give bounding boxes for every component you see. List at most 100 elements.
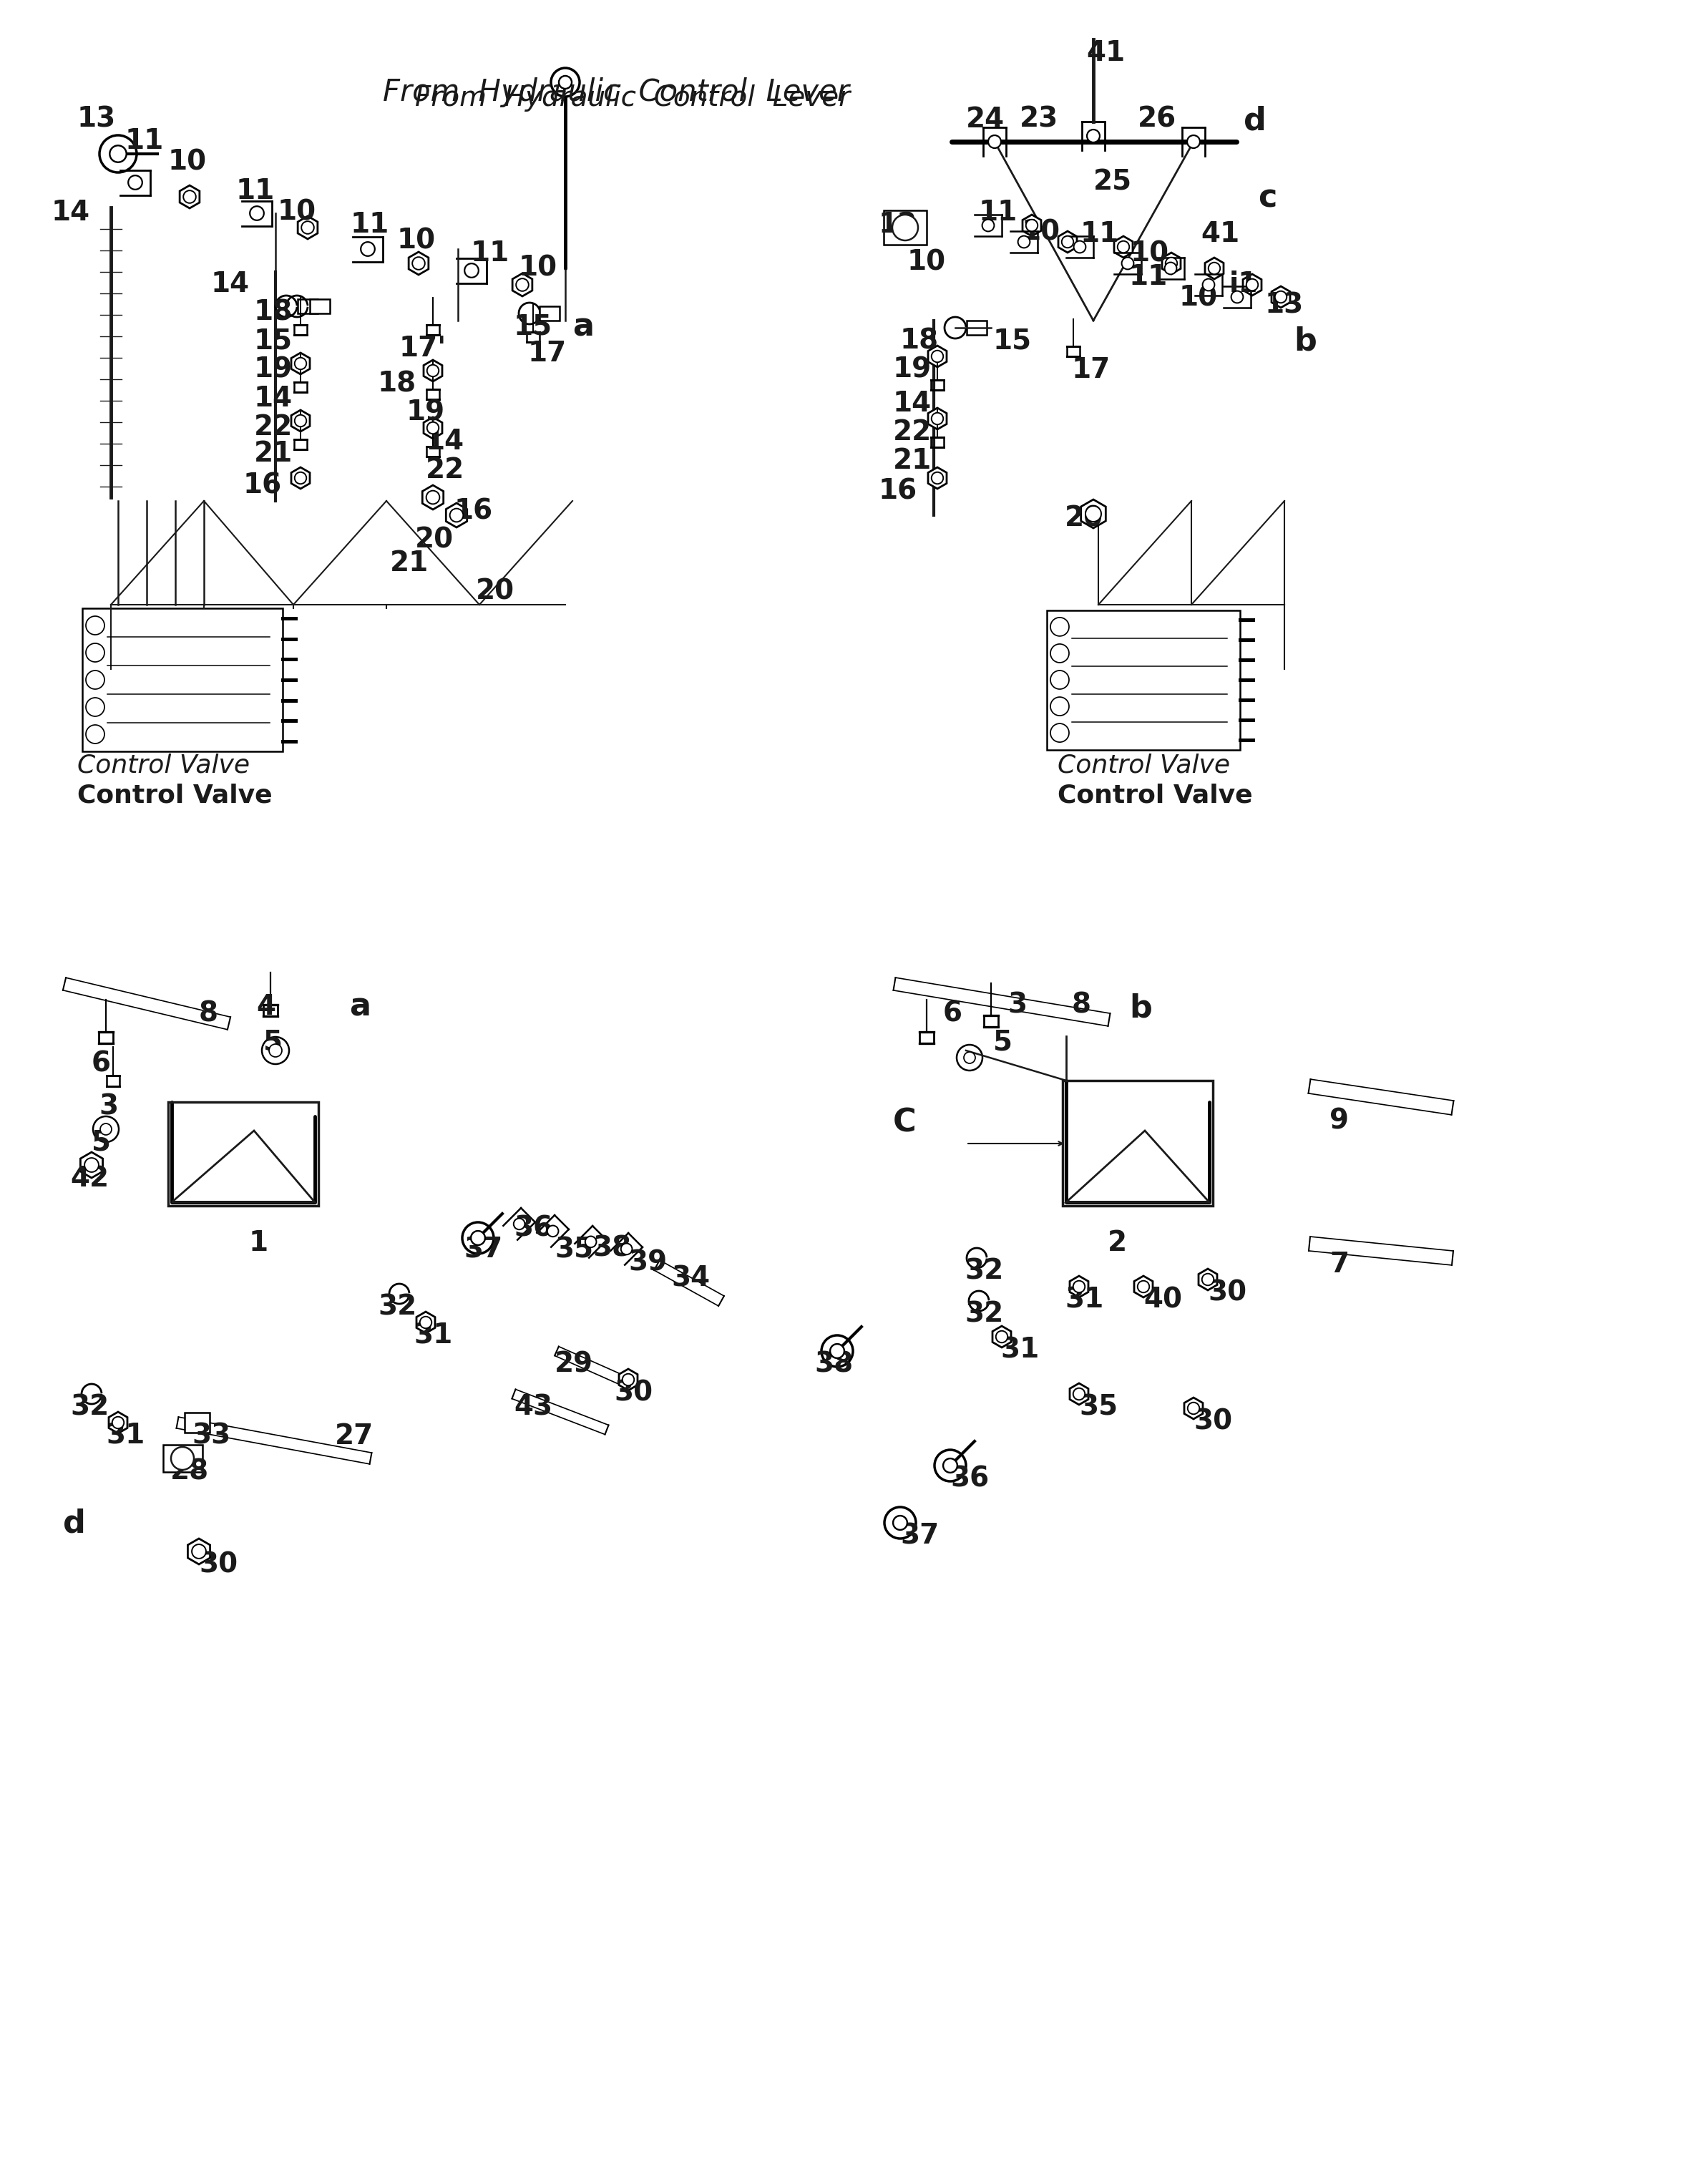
Text: Control Valve: Control Valve [77,783,272,809]
Polygon shape [1059,230,1076,252]
Text: 19: 19 [254,357,292,383]
Text: 30: 30 [198,1552,237,1578]
Text: 31: 31 [1064,1287,1103,1313]
Circle shape [270,1044,282,1057]
Polygon shape [927,409,946,428]
Text: 11: 11 [979,200,1018,226]
Circle shape [109,146,126,163]
Text: 30: 30 [1194,1409,1231,1435]
Text: 5: 5 [263,1028,282,1057]
Circle shape [294,472,306,485]
Bar [967,320,987,335]
Circle shape [463,1222,494,1254]
Text: 36: 36 [950,1465,989,1494]
Circle shape [1050,724,1069,741]
Polygon shape [1069,1276,1088,1298]
Circle shape [1086,130,1100,141]
Polygon shape [1243,274,1262,296]
Polygon shape [109,1411,128,1433]
Circle shape [427,422,439,435]
Text: 30: 30 [613,1380,652,1407]
Circle shape [85,724,104,744]
Text: Control Valve: Control Valve [1057,754,1230,778]
Circle shape [931,413,943,424]
Text: a: a [348,991,371,1022]
Text: 33: 33 [191,1422,231,1450]
Circle shape [1138,1280,1149,1294]
Text: 19: 19 [893,357,933,383]
Text: 31: 31 [106,1422,145,1450]
Circle shape [99,135,137,172]
Text: 32: 32 [377,1294,417,1322]
Text: i1: i1 [1230,270,1259,298]
Circle shape [449,509,463,522]
Text: 3: 3 [1008,991,1027,1017]
Circle shape [92,1115,120,1141]
Text: 8: 8 [1073,991,1091,1017]
Text: 16: 16 [454,498,494,524]
Circle shape [934,1450,967,1480]
Text: 5: 5 [92,1128,111,1157]
Text: 4: 4 [256,994,275,1020]
Polygon shape [446,502,466,528]
Text: 41: 41 [1201,220,1240,248]
Circle shape [360,241,374,257]
Text: 26: 26 [1138,107,1177,133]
Text: c: c [1257,183,1278,213]
Text: 14: 14 [893,389,933,417]
Circle shape [301,222,314,235]
Text: 12: 12 [878,211,917,239]
Bar [540,307,560,320]
Text: 15: 15 [992,328,1032,354]
Circle shape [892,215,917,241]
Text: 23: 23 [1020,107,1059,133]
Circle shape [471,1230,485,1246]
Circle shape [1165,257,1177,270]
Circle shape [982,220,994,230]
Text: 10: 10 [519,254,557,280]
Polygon shape [1184,1398,1202,1420]
Circle shape [830,1344,844,1359]
Circle shape [943,1459,956,1472]
Text: C: C [893,1109,917,1139]
Text: 6: 6 [943,1000,962,1028]
Circle shape [931,472,943,485]
Text: 20: 20 [1064,504,1103,533]
Circle shape [893,1515,907,1530]
Text: 10: 10 [1131,239,1170,267]
Circle shape [1050,698,1069,715]
Polygon shape [80,1152,102,1178]
Circle shape [822,1335,852,1367]
Polygon shape [1204,257,1223,278]
Circle shape [931,350,943,363]
Text: 8: 8 [198,1000,219,1028]
Circle shape [559,76,572,89]
Circle shape [191,1544,207,1559]
Text: 10: 10 [1179,285,1218,313]
Text: From  Hydraulic  Control  Lever: From Hydraulic Control Lever [383,78,849,107]
Text: 11: 11 [471,239,509,267]
Bar [883,211,927,246]
Polygon shape [292,467,309,489]
Text: 32: 32 [965,1259,1003,1285]
Text: 17: 17 [1073,357,1110,383]
Circle shape [622,1374,634,1385]
Circle shape [1050,644,1069,663]
Text: 27: 27 [335,1422,374,1450]
Polygon shape [1134,1276,1153,1298]
Polygon shape [1069,1383,1088,1404]
Text: 43: 43 [514,1394,552,1422]
Text: 31: 31 [413,1322,453,1350]
Circle shape [1050,670,1069,689]
Text: 22: 22 [254,413,292,441]
Circle shape [516,278,529,291]
Text: Control Valve: Control Valve [77,754,249,778]
Text: 22: 22 [425,457,465,485]
Text: 17': 17' [400,335,447,363]
Polygon shape [618,1370,637,1391]
Circle shape [1231,291,1243,302]
Circle shape [1073,1280,1085,1294]
Polygon shape [408,252,429,274]
Text: 35: 35 [1079,1394,1117,1422]
Circle shape [294,415,306,426]
